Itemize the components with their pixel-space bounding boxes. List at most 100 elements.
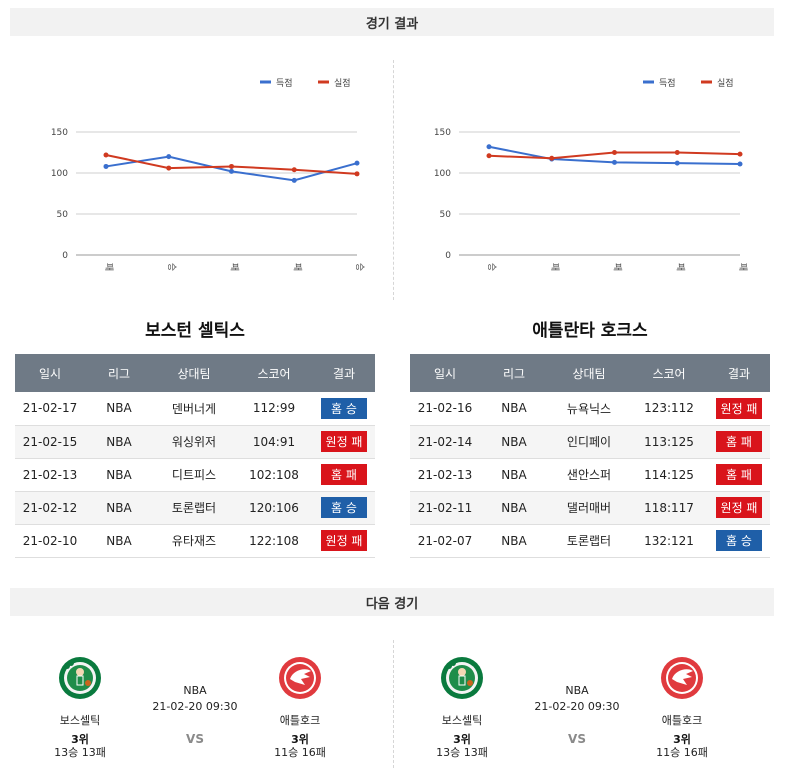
x-tick-label: 패 bbox=[291, 263, 302, 271]
data-point bbox=[103, 163, 109, 169]
next-match-divider bbox=[393, 640, 394, 768]
cell-opponent: 디트피스 bbox=[153, 458, 235, 492]
cell-league: NBA bbox=[480, 524, 548, 558]
cell-opponent: 유타재즈 bbox=[153, 524, 235, 558]
cell-league: NBA bbox=[480, 425, 548, 459]
cell-date: 21-02-13 bbox=[410, 458, 480, 492]
data-point bbox=[674, 160, 680, 166]
cell-result: 원정 패 bbox=[708, 491, 770, 525]
result-badge: 원정 패 bbox=[716, 497, 762, 518]
cell-result: 홈 승 bbox=[313, 491, 375, 525]
cell-league: NBA bbox=[85, 491, 153, 525]
cell-score: 112:99 bbox=[235, 392, 313, 426]
data-point bbox=[166, 154, 172, 160]
table-header-row: 일시 리그 상대팀 스코어 결과 bbox=[15, 354, 375, 392]
table-row: 21-02-17 NBA 덴버너게 112:99 홈 승 bbox=[15, 392, 375, 426]
next-match-card: 보스셀틱 애틀호크 NBA 21-02-20 09:30 VS 3위 3위 13… bbox=[407, 655, 747, 765]
header-result: 결과 bbox=[708, 354, 770, 392]
cell-score: 120:106 bbox=[235, 491, 313, 525]
away-team-name: 애틀호크 bbox=[279, 714, 321, 727]
header-date: 일시 bbox=[15, 354, 85, 392]
next-match-section-header: 다음 경기 bbox=[10, 588, 774, 616]
away-team-rank: 3위 bbox=[673, 733, 691, 746]
away-team-record: 11승 16패 bbox=[274, 746, 326, 759]
y-tick-label: 100 bbox=[434, 169, 451, 179]
cell-opponent: 댈러매버 bbox=[548, 491, 630, 525]
result-badge: 홈 패 bbox=[716, 464, 762, 485]
data-point bbox=[354, 171, 360, 177]
result-badge: 홈 패 bbox=[321, 464, 367, 485]
match-datetime: 21-02-20 09:30 bbox=[534, 700, 620, 713]
data-point bbox=[229, 168, 234, 174]
cell-score: 123:112 bbox=[630, 392, 708, 426]
boston-score-chart: 0 50 100 150 패 승 패 패 승 득점 실점 bbox=[20, 60, 390, 285]
x-tick-label: 승 bbox=[354, 263, 365, 271]
cell-league: NBA bbox=[480, 491, 548, 525]
y-tick-label: 150 bbox=[51, 128, 68, 138]
result-badge: 홈 승 bbox=[321, 497, 367, 518]
away-team-record: 11승 16패 bbox=[656, 746, 708, 759]
cell-result: 원정 패 bbox=[313, 524, 375, 558]
table-row: 21-02-12 NBA 토론랩터 120:106 홈 승 bbox=[15, 491, 375, 525]
cell-score: 122:108 bbox=[235, 524, 313, 558]
cell-league: NBA bbox=[480, 458, 548, 492]
cell-date: 21-02-17 bbox=[15, 392, 85, 426]
boston-team-title: 보스턴 셀틱스 bbox=[145, 321, 245, 341]
cell-score: 104:91 bbox=[235, 425, 313, 459]
atlanta-score-chart: 0 50 100 150 승 패 패 패 패 득점 실점 bbox=[403, 60, 773, 285]
header-league: 리그 bbox=[480, 354, 548, 392]
header-result: 결과 bbox=[313, 354, 375, 392]
results-divider bbox=[393, 60, 394, 300]
cell-league: NBA bbox=[480, 392, 548, 426]
x-tick-label: 패 bbox=[612, 263, 623, 271]
home-team-record: 13승 13패 bbox=[54, 746, 106, 759]
match-datetime: 21-02-20 09:30 bbox=[152, 700, 238, 713]
result-badge: 원정 패 bbox=[716, 397, 762, 419]
data-point bbox=[486, 153, 492, 159]
data-point bbox=[229, 163, 234, 169]
cell-score: 132:121 bbox=[630, 524, 708, 558]
x-tick-label: 승 bbox=[166, 263, 177, 271]
result-badge: 홈 승 bbox=[716, 530, 762, 551]
home-team-rank: 3위 bbox=[453, 733, 471, 746]
data-point bbox=[486, 144, 492, 150]
cell-league: NBA bbox=[85, 425, 153, 459]
data-point bbox=[674, 150, 680, 155]
y-tick-label: 150 bbox=[434, 128, 451, 138]
header-score: 스코어 bbox=[630, 354, 708, 392]
cell-score: 102:108 bbox=[235, 458, 313, 492]
cell-opponent: 워싱위저 bbox=[153, 425, 235, 459]
data-point bbox=[103, 152, 109, 158]
x-tick-label: 패 bbox=[674, 263, 685, 271]
cell-result: 홈 승 bbox=[313, 392, 375, 426]
away-team-name: 애틀호크 bbox=[661, 714, 703, 727]
cell-date: 21-02-15 bbox=[15, 425, 85, 459]
match-league: NBA bbox=[565, 684, 589, 697]
atlanta-results-table: 일시 리그 상대팀 스코어 결과 21-02-16 NBA 뉴욕닉스 123:112 원… bbox=[410, 354, 770, 558]
cell-date: 21-02-07 bbox=[410, 524, 480, 558]
hawks-logo-icon bbox=[661, 657, 703, 699]
header-league: 리그 bbox=[85, 354, 153, 392]
table-row: 21-02-10 NBA 유타재즈 122:108 원정 패 bbox=[15, 524, 375, 558]
cell-opponent: 샌안스퍼 bbox=[548, 458, 630, 492]
data-point bbox=[612, 150, 617, 155]
cell-date: 21-02-11 bbox=[410, 491, 480, 525]
cell-opponent: 뉴욕닉스 bbox=[548, 392, 630, 426]
vs-label: VS bbox=[568, 732, 586, 746]
result-badge: 홈 패 bbox=[716, 431, 762, 452]
x-tick-label: 패 bbox=[103, 263, 114, 271]
cell-date: 21-02-12 bbox=[15, 491, 85, 525]
boston-results-table: 일시 리그 상대팀 스코어 결과 21-02-17 NBA 덴버너게 112:99 홈 … bbox=[15, 354, 375, 558]
atlanta-team-title: 애틀란타 호크스 bbox=[532, 321, 648, 341]
cell-score: 118:117 bbox=[630, 491, 708, 525]
home-team-rank: 3위 bbox=[71, 733, 89, 746]
table-header-row: 일시 리그 상대팀 스코어 결과 bbox=[410, 354, 770, 392]
table-row: 21-02-07 NBA 토론랩터 132:121 홈 승 bbox=[410, 524, 770, 558]
table-row: 21-02-15 NBA 워싱위저 104:91 원정 패 bbox=[15, 425, 375, 459]
table-row: 21-02-13 NBA 샌안스퍼 114:125 홈 패 bbox=[410, 458, 770, 492]
y-tick-label: 50 bbox=[440, 210, 452, 220]
vs-label: VS bbox=[186, 732, 204, 746]
data-point bbox=[549, 155, 555, 161]
boston-chart-svg: 0 50 100 150 패 승 패 패 승 득점 실점 bbox=[51, 77, 365, 271]
cell-result: 원정 패 bbox=[313, 425, 375, 459]
